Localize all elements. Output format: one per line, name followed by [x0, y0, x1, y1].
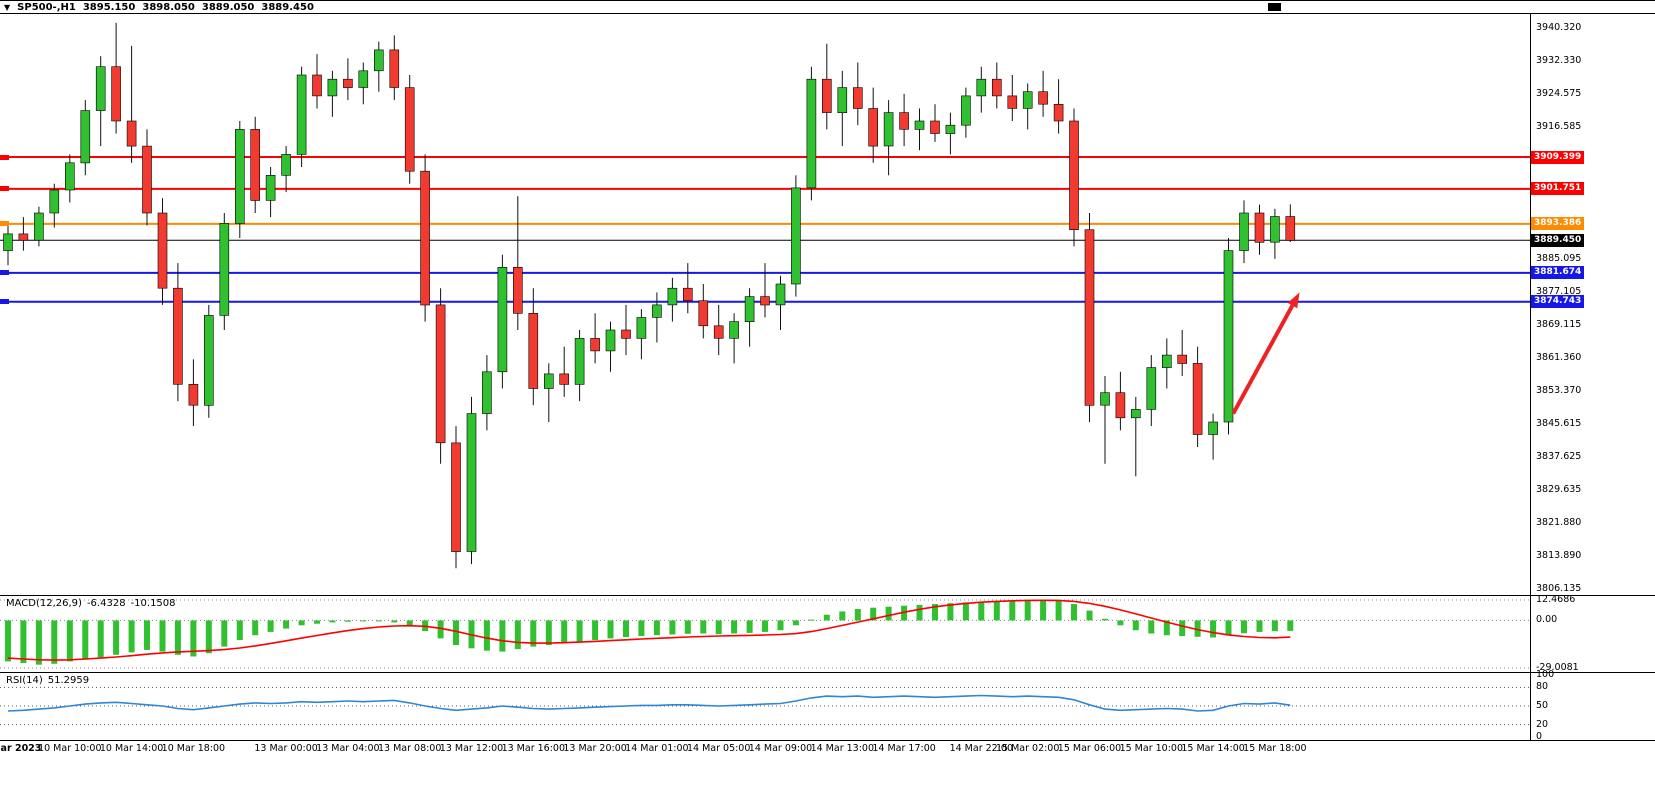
ohlc-open: 3895.150 — [82, 1, 136, 13]
price-axis-tick: 3885.095 — [1536, 252, 1582, 264]
trend-arrow[interactable] — [1231, 292, 1300, 415]
price-line-badge: 3909.399 — [1531, 150, 1585, 164]
ohlc-close: 3889.450 — [261, 1, 314, 13]
time-axis-label: 13 Mar 08:00 — [377, 743, 442, 754]
price-axis-tick: 3853.370 — [1536, 385, 1582, 397]
price-axis-tick: 3821.880 — [1536, 516, 1582, 528]
time-axis-label: 15 Mar 10:00 — [1119, 743, 1184, 754]
time-axis-label: 14 Mar 01:00 — [625, 743, 689, 754]
time-axis-label: 15 Mar 14:00 — [1181, 743, 1245, 754]
time-axis-label: 14 Mar 09:00 — [748, 743, 813, 754]
time-axis-label: 14 Mar 17:00 — [872, 743, 936, 754]
price-line-badge: 3889.450 — [1531, 233, 1585, 247]
macd-axis-label: 0.00 — [1536, 614, 1558, 626]
price-line-badge: 3893.386 — [1531, 217, 1585, 231]
price-axis-tick: 3916.585 — [1536, 120, 1582, 132]
line-left-marker — [0, 270, 9, 276]
time-axis-label: 13 Mar 00:00 — [254, 743, 318, 754]
line-left-marker — [0, 221, 9, 227]
rsi-axis-label: 80 — [1536, 681, 1549, 693]
line-left-marker — [0, 154, 9, 160]
time-axis-label: 13 Mar 12:00 — [439, 743, 504, 754]
time-axis-label: 15 Mar 02:00 — [995, 743, 1060, 754]
ohlc-high: 3898.050 — [142, 1, 195, 13]
symbol-dropdown-icon[interactable]: ▼ — [4, 2, 11, 12]
time-axis-label: 10 Mar 2023 — [0, 743, 42, 754]
time-axis-label: 10 Mar 14:00 — [99, 743, 164, 754]
price-axis-tick: 3869.115 — [1536, 319, 1582, 331]
time-axis-label: 14 Mar 22:00 — [949, 743, 1014, 754]
price-line-badge: 3901.751 — [1531, 182, 1585, 196]
price-line-badge: 3874.743 — [1531, 295, 1585, 309]
rsi-name: RSI(14) — [6, 675, 43, 686]
price-axis-tick: 3861.360 — [1536, 351, 1582, 363]
macd-value: -6.4328 — [86, 598, 126, 609]
macd-signal-value: -10.1508 — [130, 598, 176, 609]
macd-name: MACD(12,26,9) — [6, 598, 82, 609]
line-left-marker — [0, 186, 9, 192]
price-line-badge: 3881.674 — [1531, 266, 1585, 280]
time-axis-label: 13 Mar 16:00 — [501, 743, 566, 754]
rsi-axis-label: 0 — [1536, 731, 1543, 742]
rsi-panel — [0, 686, 1530, 726]
price-axis-tick: 3829.635 — [1536, 484, 1582, 496]
macd-panel — [0, 599, 1530, 669]
price-axis-tick: 3837.625 — [1536, 451, 1582, 462]
ohlc-low: 3889.050 — [201, 1, 255, 13]
price-axis-tick: 3924.575 — [1536, 87, 1582, 99]
rsi-axis-label: 100 — [1536, 669, 1555, 680]
time-axis-label: 13 Mar 20:00 — [563, 743, 627, 754]
time-axis-label: 15 Mar 18:00 — [1243, 743, 1307, 754]
macd-axis-label: -29.0081 — [1536, 662, 1579, 673]
time-axis-label: 15 Mar 06:00 — [1057, 743, 1122, 754]
rsi-axis-label: 50 — [1536, 700, 1549, 711]
price-axis-tick: 3940.320 — [1536, 21, 1582, 33]
time-axis-label: 10 Mar 18:00 — [161, 743, 226, 754]
macd-indicator-label: MACD(12,26,9) -6.4328 -10.1508 — [6, 598, 181, 609]
time-axis-label: 13 Mar 04:00 — [316, 743, 380, 754]
chart-header: ▼ SP500-,H1 3895.150 3898.050 3889.050 3… — [0, 1, 314, 13]
price-axis-tick: 3932.330 — [1536, 55, 1582, 67]
symbol-timeframe-label: SP500-,H1 — [17, 1, 76, 13]
price-axis-tick: 3877.105 — [1536, 285, 1582, 297]
candles — [3, 22, 1296, 569]
price-axis-tick: 3845.615 — [1536, 417, 1582, 429]
time-axis-label: 14 Mar 05:00 — [686, 743, 751, 754]
line-left-marker — [0, 299, 9, 305]
chart-shift-marker — [1268, 3, 1281, 11]
price-axis-tick: 3813.890 — [1536, 550, 1582, 562]
time-axis-label: 10 Mar 10:00 — [38, 743, 102, 754]
rsi-value: 51.2959 — [47, 675, 90, 686]
time-axis-label: 14 Mar 13:00 — [810, 743, 875, 754]
rsi-axis-label: 20 — [1536, 718, 1549, 730]
rsi-indicator-label: RSI(14) 51.2959 — [6, 675, 94, 686]
macd-axis-label: 12.4686 — [1536, 594, 1576, 605]
price-axis-tick: 3806.135 — [1536, 582, 1582, 594]
